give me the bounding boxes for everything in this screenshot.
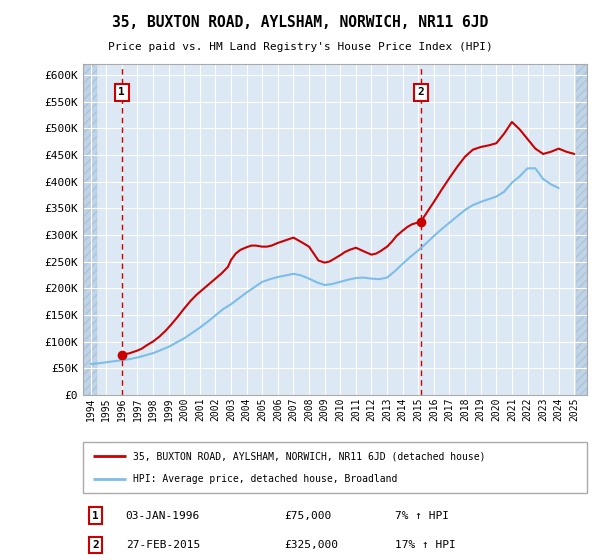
Text: 2: 2 [418,87,424,97]
Text: HPI: Average price, detached house, Broadland: HPI: Average price, detached house, Broa… [133,474,398,484]
Text: 2: 2 [92,540,99,550]
Text: £75,000: £75,000 [284,511,332,521]
Text: 1: 1 [118,87,125,97]
Text: 35, BUXTON ROAD, AYLSHAM, NORWICH, NR11 6JD (detached house): 35, BUXTON ROAD, AYLSHAM, NORWICH, NR11 … [133,451,486,461]
FancyBboxPatch shape [83,442,587,493]
Text: 17% ↑ HPI: 17% ↑ HPI [395,540,456,550]
Text: 1: 1 [92,511,99,521]
Text: 27-FEB-2015: 27-FEB-2015 [125,540,200,550]
Text: 03-JAN-1996: 03-JAN-1996 [125,511,200,521]
Text: 35, BUXTON ROAD, AYLSHAM, NORWICH, NR11 6JD: 35, BUXTON ROAD, AYLSHAM, NORWICH, NR11 … [112,15,488,30]
Bar [575,64,587,395]
Bar [83,64,97,395]
Text: 7% ↑ HPI: 7% ↑ HPI [395,511,449,521]
Text: Price paid vs. HM Land Registry's House Price Index (HPI): Price paid vs. HM Land Registry's House … [107,42,493,52]
Text: £325,000: £325,000 [284,540,338,550]
